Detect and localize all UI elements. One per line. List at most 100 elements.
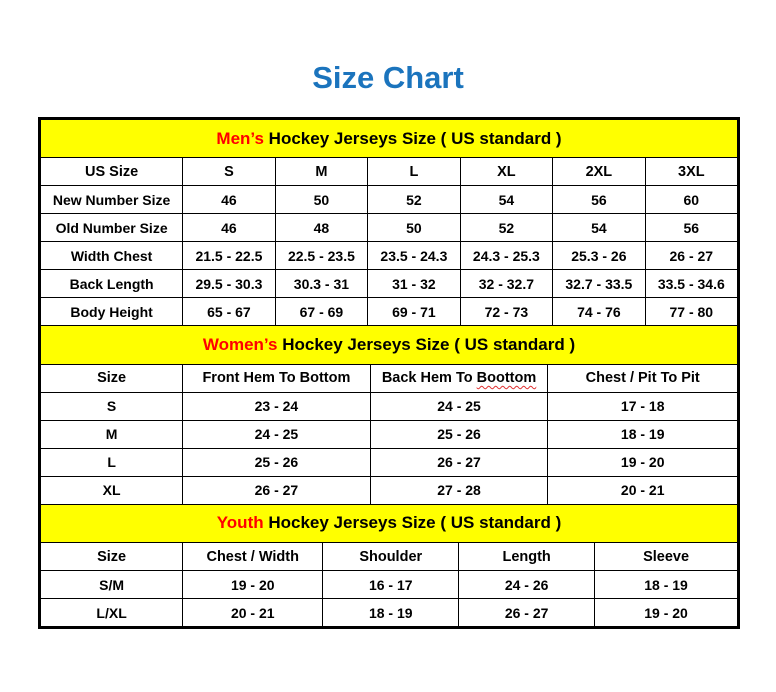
table-row: L 25 - 26 26 - 27 19 - 20 — [39, 447, 738, 477]
column-header: Shoulder — [322, 542, 460, 571]
cell: 18 - 19 — [594, 570, 738, 599]
table-row: XL 26 - 27 27 - 28 20 - 21 — [39, 475, 738, 505]
cell: 46 — [182, 213, 276, 242]
row-label: Body Height — [39, 297, 184, 326]
youth-size-table: Youth Hockey Jerseys Size ( US standard … — [39, 504, 738, 627]
row-label: New Number Size — [39, 185, 184, 214]
cell: 48 — [274, 213, 369, 242]
row-label: M — [39, 419, 184, 449]
womens-column-header-row: Size Front Hem To Bottom Back Hem To Boo… — [39, 363, 738, 393]
womens-highlight: Women’s — [202, 334, 278, 354]
column-header: US Size — [39, 157, 184, 186]
mens-highlight: Men’s — [216, 128, 264, 148]
page-title: Size Chart — [312, 60, 464, 95]
cell: 29.5 - 30.3 — [182, 269, 276, 298]
cell: 17 - 18 — [547, 391, 738, 421]
cell: 56 — [644, 213, 739, 242]
row-label: Width Chest — [39, 241, 184, 270]
cell: 20 - 21 — [547, 475, 738, 505]
cell: 24 - 25 — [182, 419, 371, 449]
cell: 33.5 - 34.6 — [644, 269, 739, 298]
cell: 21.5 - 22.5 — [182, 241, 276, 270]
cell: 77 - 80 — [644, 297, 739, 326]
cell: 24 - 26 — [458, 570, 596, 599]
column-header: Size — [39, 363, 184, 393]
column-header: Front Hem To Bottom — [182, 363, 371, 393]
row-label: L/XL — [39, 598, 184, 627]
womens-section-header-text: Hockey Jerseys Size ( US standard ) — [277, 334, 576, 354]
row-label: Back Length — [39, 269, 184, 298]
spellcheck-flagged-word: Boottom — [476, 370, 537, 386]
cell: 31 - 32 — [367, 269, 461, 298]
column-header: Sleeve — [594, 542, 738, 571]
cell: 60 — [644, 185, 739, 214]
womens-size-table: Women’s Hockey Jerseys Size ( US standar… — [39, 326, 738, 505]
column-header: L — [367, 157, 461, 186]
cell: 52 — [459, 213, 554, 242]
column-header: 2XL — [552, 157, 646, 186]
column-header: M — [274, 157, 369, 186]
womens-section-header: Women’s Hockey Jerseys Size ( US standar… — [40, 326, 738, 365]
cell: 32 - 32.7 — [459, 269, 554, 298]
row-label: S — [39, 391, 184, 421]
column-header: Size — [39, 542, 184, 571]
mens-section-header-text: Hockey Jerseys Size ( US standard ) — [263, 128, 562, 148]
column-header: Length — [458, 542, 596, 571]
column-header: Chest / Pit To Pit — [547, 363, 738, 393]
cell: 65 - 67 — [182, 297, 276, 326]
cell: 23.5 - 24.3 — [367, 241, 461, 270]
column-header-prefix: Back Hem To — [381, 370, 477, 386]
table-row: S/M 19 - 20 16 - 17 24 - 26 18 - 19 — [39, 570, 738, 599]
column-header: Chest / Width — [182, 542, 324, 571]
youth-section-header-row: Youth Hockey Jerseys Size ( US standard … — [40, 504, 738, 543]
cell: 25.3 - 26 — [552, 241, 646, 270]
cell: 23 - 24 — [182, 391, 371, 421]
column-header: 3XL — [644, 157, 739, 186]
cell: 18 - 19 — [547, 419, 738, 449]
cell: 22.5 - 23.5 — [274, 241, 369, 270]
table-row: Body Height 65 - 67 67 - 69 69 - 71 72 -… — [39, 297, 739, 326]
row-label: Old Number Size — [39, 213, 184, 242]
cell: 19 - 20 — [547, 447, 738, 477]
cell: 54 — [459, 185, 554, 214]
mens-column-header-row: US Size S M L XL 2XL 3XL — [39, 157, 739, 186]
cell: 25 - 26 — [182, 447, 371, 477]
cell: 54 — [552, 213, 646, 242]
youth-section-header: Youth Hockey Jerseys Size ( US standard … — [40, 504, 738, 543]
cell: 72 - 73 — [459, 297, 554, 326]
cell: 16 - 17 — [322, 570, 460, 599]
table-row: Width Chest 21.5 - 22.5 22.5 - 23.5 23.5… — [39, 241, 739, 270]
cell: 69 - 71 — [367, 297, 461, 326]
cell: 56 — [552, 185, 646, 214]
size-chart-tables: Men’s Hockey Jerseys Size ( US standard … — [38, 117, 740, 629]
cell: 30.3 - 31 — [274, 269, 369, 298]
mens-section-header: Men’s Hockey Jerseys Size ( US standard … — [40, 119, 738, 158]
table-row: L/XL 20 - 21 18 - 19 26 - 27 19 - 20 — [39, 598, 738, 627]
cell: 67 - 69 — [274, 297, 369, 326]
mens-section-header-row: Men’s Hockey Jerseys Size ( US standard … — [40, 119, 738, 158]
cell: 24.3 - 25.3 — [459, 241, 554, 270]
table-row: S 23 - 24 24 - 25 17 - 18 — [39, 391, 738, 421]
row-label: L — [39, 447, 184, 477]
youth-column-header-row: Size Chest / Width Shoulder Length Sleev… — [39, 542, 738, 571]
table-row: New Number Size 46 50 52 54 56 60 — [39, 185, 739, 214]
column-header: XL — [459, 157, 554, 186]
cell: 26 - 27 — [369, 447, 549, 477]
row-label: S/M — [39, 570, 184, 599]
cell: 46 — [182, 185, 276, 214]
cell: 19 - 20 — [182, 570, 324, 599]
table-row: Back Length 29.5 - 30.3 30.3 - 31 31 - 3… — [39, 269, 739, 298]
cell: 19 - 20 — [594, 598, 738, 627]
cell: 52 — [367, 185, 461, 214]
youth-highlight: Youth — [216, 513, 264, 533]
column-header: S — [182, 157, 276, 186]
table-row: M 24 - 25 25 - 26 18 - 19 — [39, 419, 738, 449]
cell: 50 — [274, 185, 369, 214]
cell: 26 - 27 — [182, 475, 371, 505]
column-header-misspelled: Back Hem To Boottom — [369, 363, 549, 393]
cell: 26 - 27 — [644, 241, 739, 270]
table-row: Old Number Size 46 48 50 52 54 56 — [39, 213, 739, 242]
row-label: XL — [39, 475, 184, 505]
cell: 18 - 19 — [322, 598, 460, 627]
